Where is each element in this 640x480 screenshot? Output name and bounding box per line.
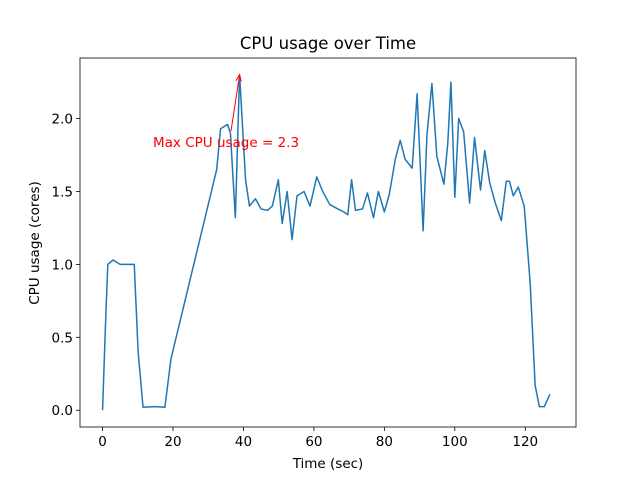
y-tick-label: 1.0	[52, 257, 73, 273]
y-axis-label: CPU usage (cores)	[27, 181, 43, 305]
x-tick-label: 40	[235, 434, 252, 450]
y-tick-label: 2.0	[52, 112, 73, 128]
x-tick-label: 100	[442, 434, 468, 450]
data-line	[101, 74, 551, 411]
plot-frame	[79, 57, 577, 428]
x-tick-label: 0	[98, 434, 107, 450]
x-tick-label: 80	[376, 434, 393, 450]
y-tick-label: 0.5	[52, 330, 73, 346]
x-tick-label: 120	[512, 434, 538, 450]
chart-title: CPU usage over Time	[240, 34, 416, 53]
annotation-arrowhead	[235, 73, 242, 82]
annotation: Max CPU usage = 2.3	[153, 135, 299, 151]
y-tick-label: 1.5	[52, 184, 73, 200]
x-tick-label: 60	[305, 434, 322, 450]
y-tick-label: 0.0	[52, 403, 73, 419]
annotation-arrow	[230, 74, 241, 132]
x-tick-label: 20	[164, 434, 181, 450]
x-axis-label: Time (sec)	[292, 456, 364, 472]
